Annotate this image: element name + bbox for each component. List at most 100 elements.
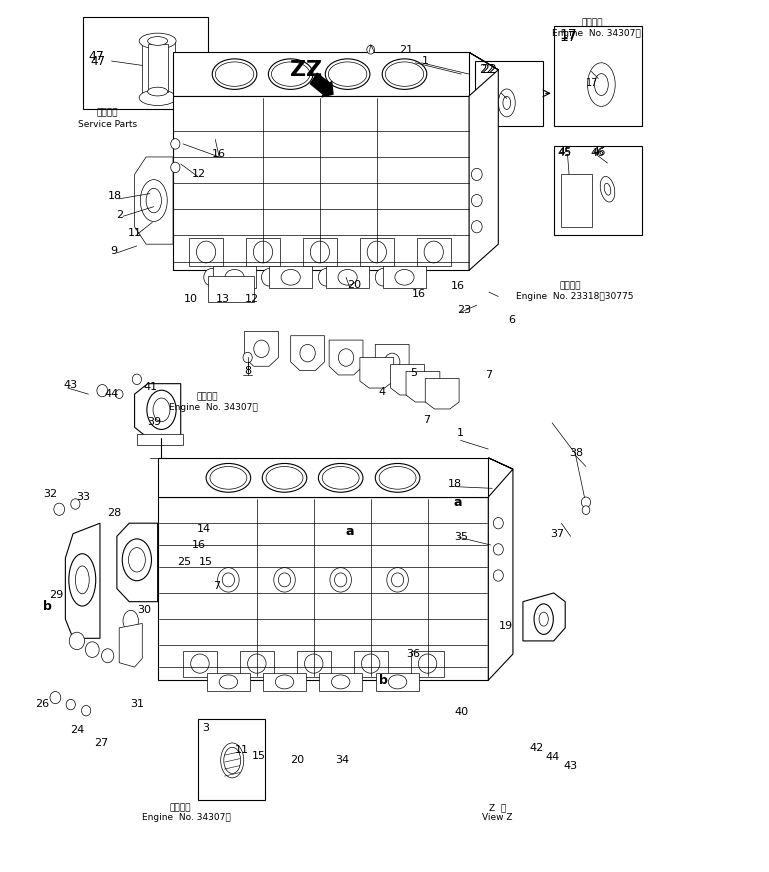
Ellipse shape (212, 58, 257, 90)
Ellipse shape (221, 743, 244, 778)
Ellipse shape (375, 464, 420, 492)
Polygon shape (360, 358, 394, 388)
Ellipse shape (219, 675, 238, 689)
Ellipse shape (171, 139, 180, 149)
Polygon shape (425, 378, 459, 409)
Text: 9: 9 (110, 246, 118, 256)
Polygon shape (117, 523, 158, 602)
Bar (263, 673, 306, 691)
Bar (319, 673, 362, 691)
Ellipse shape (171, 162, 180, 173)
Ellipse shape (147, 391, 176, 430)
Bar (207, 673, 250, 691)
Polygon shape (488, 458, 513, 680)
Ellipse shape (225, 269, 245, 285)
Bar (297, 651, 331, 677)
Text: 20: 20 (291, 755, 305, 766)
Ellipse shape (75, 566, 89, 594)
Text: 18: 18 (108, 191, 122, 201)
Text: 7: 7 (484, 370, 492, 380)
Ellipse shape (494, 544, 503, 555)
Ellipse shape (266, 467, 303, 489)
Text: 29: 29 (49, 589, 63, 600)
Text: 16: 16 (212, 149, 226, 160)
Polygon shape (406, 371, 440, 402)
Text: 11: 11 (128, 228, 141, 238)
Ellipse shape (418, 654, 437, 673)
Ellipse shape (300, 344, 315, 362)
Ellipse shape (271, 62, 310, 86)
Ellipse shape (318, 464, 363, 492)
Text: 16: 16 (191, 540, 205, 550)
Text: 20: 20 (347, 280, 361, 290)
Text: 21: 21 (399, 44, 413, 55)
Ellipse shape (191, 654, 209, 673)
Text: 6: 6 (508, 315, 516, 325)
Ellipse shape (494, 570, 503, 581)
Text: 7: 7 (423, 415, 431, 426)
Text: 15: 15 (199, 557, 213, 568)
Ellipse shape (379, 467, 416, 489)
Ellipse shape (248, 654, 266, 673)
Bar (246, 238, 280, 266)
Text: 44: 44 (545, 752, 559, 762)
Ellipse shape (148, 37, 168, 45)
Text: 47: 47 (88, 51, 105, 63)
Polygon shape (375, 344, 409, 379)
Bar (554, 146, 642, 235)
Ellipse shape (498, 89, 515, 117)
Text: 12: 12 (191, 169, 205, 180)
Ellipse shape (391, 573, 404, 587)
Text: b: b (43, 600, 52, 612)
Bar (411, 651, 444, 677)
Text: 41: 41 (144, 382, 158, 392)
Bar (142, 41, 175, 98)
Text: 43: 43 (64, 380, 78, 391)
Ellipse shape (146, 188, 161, 213)
Ellipse shape (254, 340, 269, 358)
Ellipse shape (361, 654, 380, 673)
Bar (137, 434, 183, 445)
Ellipse shape (588, 63, 615, 106)
Text: 2: 2 (115, 209, 123, 220)
Ellipse shape (387, 568, 408, 592)
Bar (383, 266, 426, 288)
Polygon shape (135, 384, 181, 438)
Circle shape (367, 45, 375, 54)
Text: Z: Z (291, 60, 306, 79)
Polygon shape (158, 458, 488, 497)
Circle shape (132, 374, 141, 385)
Bar (269, 266, 312, 288)
Ellipse shape (395, 269, 414, 285)
Text: 40: 40 (454, 707, 468, 718)
Ellipse shape (325, 58, 370, 90)
Bar (554, 26, 642, 126)
Circle shape (66, 699, 75, 710)
Bar (303, 238, 337, 266)
Text: Engine  No. 34307～: Engine No. 34307～ (141, 814, 231, 822)
Circle shape (69, 632, 85, 650)
Text: 46: 46 (591, 147, 604, 158)
Polygon shape (329, 340, 363, 375)
Circle shape (581, 497, 591, 508)
Text: Engine  No. 34307～: Engine No. 34307～ (551, 29, 641, 37)
Ellipse shape (262, 464, 307, 492)
Ellipse shape (534, 603, 553, 635)
Ellipse shape (385, 62, 424, 86)
Text: 25: 25 (178, 557, 191, 568)
Ellipse shape (310, 242, 329, 263)
Polygon shape (173, 52, 469, 96)
Polygon shape (119, 623, 142, 667)
Text: 23: 23 (457, 304, 471, 315)
Text: 7: 7 (213, 581, 221, 591)
Text: 37: 37 (550, 528, 564, 539)
Text: 17: 17 (586, 78, 598, 88)
Circle shape (102, 649, 114, 663)
Text: View Z: View Z (482, 814, 513, 822)
Polygon shape (391, 364, 424, 395)
Ellipse shape (197, 242, 215, 263)
Polygon shape (469, 52, 498, 270)
Circle shape (243, 352, 252, 363)
Text: Z  視: Z 視 (489, 803, 506, 812)
Text: 28: 28 (107, 508, 121, 518)
